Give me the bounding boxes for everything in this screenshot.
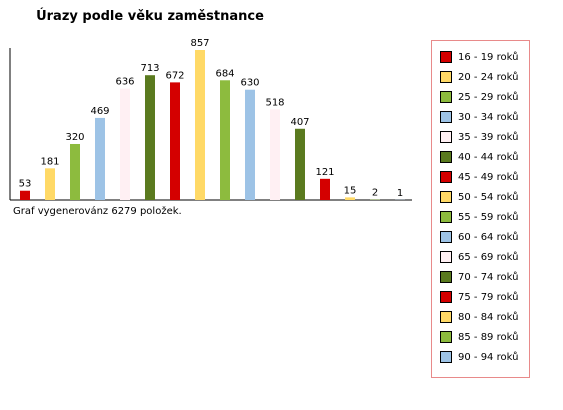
legend-item: 45 - 49 roků xyxy=(440,169,518,185)
legend-item: 65 - 69 roků xyxy=(440,249,518,265)
bar-11 xyxy=(270,109,280,200)
legend-item: 20 - 24 roků xyxy=(440,69,518,85)
legend-item: 30 - 34 roků xyxy=(440,109,518,125)
bar-12 xyxy=(295,128,305,200)
legend-label: 45 - 49 roků xyxy=(458,171,519,183)
bar-10 xyxy=(245,89,255,200)
legend-swatch xyxy=(440,291,452,303)
legend-swatch xyxy=(440,231,452,243)
bar-14 xyxy=(345,197,355,200)
legend-item: 90 - 94 roků xyxy=(440,349,518,365)
legend-label: 25 - 29 roků xyxy=(458,91,519,103)
legend-label: 55 - 59 roků xyxy=(458,211,519,223)
legend-label: 80 - 84 roků xyxy=(458,311,519,323)
legend-item: 75 - 79 roků xyxy=(440,289,518,305)
bar-value-label: 407 xyxy=(290,117,309,128)
legend-label: 16 - 19 roků xyxy=(458,51,519,63)
legend-label: 30 - 34 roků xyxy=(458,111,519,123)
legend-swatch xyxy=(440,91,452,103)
legend-item: 85 - 89 roků xyxy=(440,329,518,345)
bar-8 xyxy=(195,50,205,200)
bar-value-label: 636 xyxy=(115,77,134,88)
legend-swatch xyxy=(440,251,452,263)
legend-item: 16 - 19 roků xyxy=(440,49,518,65)
legend-label: 60 - 64 roků xyxy=(458,231,519,243)
legend-item: 70 - 74 roků xyxy=(440,269,518,285)
bar-value-label: 121 xyxy=(315,167,334,178)
legend-item: 40 - 44 roků xyxy=(440,149,518,165)
bar-value-label: 857 xyxy=(190,38,209,49)
legend-item: 55 - 59 roků xyxy=(440,209,518,225)
bar-value-label: 684 xyxy=(215,68,234,79)
legend-swatch xyxy=(440,311,452,323)
legend-label: 75 - 79 roků xyxy=(458,291,519,303)
bar-3 xyxy=(70,143,80,200)
legend-label: 65 - 69 roků xyxy=(458,251,519,263)
legend-label: 90 - 94 roků xyxy=(458,351,519,363)
bar-13 xyxy=(320,178,330,200)
bar-6 xyxy=(145,75,155,200)
bar-value-label: 1 xyxy=(397,188,403,199)
generated-note: Graf vygenerovánz 6279 položek. xyxy=(13,206,182,217)
legend-item: 25 - 29 roků xyxy=(440,89,518,105)
legend-swatch xyxy=(440,171,452,183)
legend-label: 70 - 74 roků xyxy=(458,271,519,283)
bar-5 xyxy=(120,88,130,200)
legend-item: 80 - 84 roků xyxy=(440,309,518,325)
bar-value-label: 15 xyxy=(344,185,357,196)
bar-value-label: 2 xyxy=(372,188,378,199)
legend-swatch xyxy=(440,51,452,63)
bar-value-label: 320 xyxy=(65,132,84,143)
bar-value-label: 469 xyxy=(90,106,109,117)
bar-value-label: 53 xyxy=(19,179,32,190)
legend-item: 60 - 64 roků xyxy=(440,229,518,245)
legend-swatch xyxy=(440,211,452,223)
legend-swatch xyxy=(440,111,452,123)
legend-swatch xyxy=(440,351,452,363)
legend-swatch xyxy=(440,191,452,203)
legend-swatch xyxy=(440,331,452,343)
bar-value-label: 672 xyxy=(165,70,184,81)
bar-value-label: 518 xyxy=(265,97,284,108)
legend-swatch xyxy=(440,271,452,283)
bar-7 xyxy=(170,82,180,200)
bar-9 xyxy=(220,80,230,200)
legend-label: 50 - 54 roků xyxy=(458,191,519,203)
legend-item: 50 - 54 roků xyxy=(440,189,518,205)
bar-chart: 53 181 320 469 636 713 672 857 684 630 518 407 121 15… xyxy=(9,38,412,201)
bar-value-label: 181 xyxy=(40,156,59,167)
legend-label: 85 - 89 roků xyxy=(458,331,519,343)
legend-swatch xyxy=(440,151,452,163)
legend-swatch xyxy=(440,131,452,143)
bar-value-label: 630 xyxy=(240,78,259,89)
legend-label: 20 - 24 roků xyxy=(458,71,519,83)
chart-title: Úrazy podle věku zaměstnance xyxy=(36,9,264,24)
bar-value-label: 713 xyxy=(140,63,159,74)
bar-4 xyxy=(95,117,105,200)
bar-2 xyxy=(45,168,55,200)
legend: 16 - 19 roků 20 - 24 roků 25 - 29 roků 30 -… xyxy=(431,40,530,378)
legend-label: 40 - 44 roků xyxy=(458,151,519,163)
legend-item: 35 - 39 roků xyxy=(440,129,518,145)
legend-swatch xyxy=(440,71,452,83)
legend-label: 35 - 39 roků xyxy=(458,131,519,143)
bar-1 xyxy=(20,190,30,200)
